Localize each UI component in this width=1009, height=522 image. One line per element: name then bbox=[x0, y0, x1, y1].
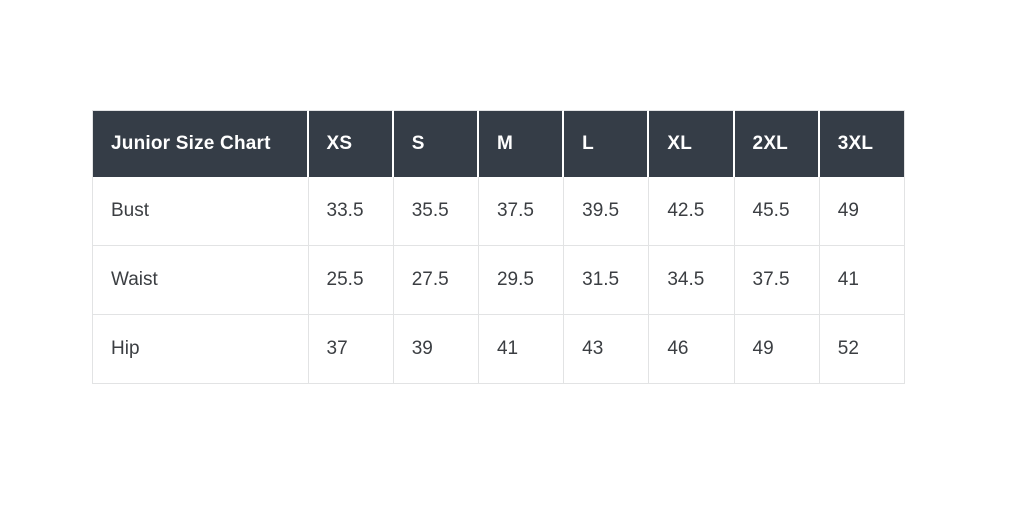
junior-size-chart-table: Junior Size Chart XS S M L XL 2XL 3XL Bust 33.5… bbox=[92, 110, 905, 384]
table-row: Waist 25.5 27.5 29.5 31.5 34.5 37.5 41 bbox=[92, 246, 905, 315]
table-row: Hip 37 39 41 43 46 49 52 bbox=[92, 315, 905, 384]
cell-bust-l: 39.5 bbox=[564, 177, 650, 246]
cell-waist-xl: 34.5 bbox=[649, 246, 735, 315]
cell-hip-3xl: 52 bbox=[819, 315, 905, 384]
cell-hip-l: 43 bbox=[564, 315, 650, 384]
row-label-bust: Bust bbox=[92, 177, 309, 246]
column-header-xs: XS bbox=[308, 110, 394, 177]
cell-waist-s: 27.5 bbox=[393, 246, 479, 315]
table-header: Junior Size Chart XS S M L XL 2XL 3XL bbox=[92, 110, 905, 177]
cell-waist-m: 29.5 bbox=[478, 246, 565, 315]
column-header-l: L bbox=[564, 110, 650, 177]
cell-bust-2xl: 45.5 bbox=[734, 177, 820, 246]
header-row: Junior Size Chart XS S M L XL 2XL 3XL bbox=[92, 110, 905, 177]
table-row: Bust 33.5 35.5 37.5 39.5 42.5 45.5 49 bbox=[92, 177, 905, 246]
cell-hip-xs: 37 bbox=[308, 315, 394, 384]
cell-hip-xl: 46 bbox=[649, 315, 735, 384]
column-header-2xl: 2XL bbox=[734, 110, 820, 177]
cell-bust-s: 35.5 bbox=[393, 177, 479, 246]
column-header-s: S bbox=[393, 110, 479, 177]
cell-bust-xs: 33.5 bbox=[308, 177, 394, 246]
table-title: Junior Size Chart bbox=[92, 110, 309, 177]
cell-hip-2xl: 49 bbox=[734, 315, 820, 384]
column-header-3xl: 3XL bbox=[819, 110, 905, 177]
cell-bust-3xl: 49 bbox=[819, 177, 905, 246]
cell-waist-3xl: 41 bbox=[819, 246, 905, 315]
cell-waist-2xl: 37.5 bbox=[734, 246, 820, 315]
row-label-hip: Hip bbox=[92, 315, 309, 384]
row-label-waist: Waist bbox=[92, 246, 309, 315]
column-header-xl: XL bbox=[649, 110, 735, 177]
cell-hip-s: 39 bbox=[393, 315, 479, 384]
cell-bust-xl: 42.5 bbox=[649, 177, 735, 246]
cell-bust-m: 37.5 bbox=[478, 177, 565, 246]
cell-waist-l: 31.5 bbox=[564, 246, 650, 315]
cell-waist-xs: 25.5 bbox=[308, 246, 394, 315]
column-header-m: M bbox=[478, 110, 565, 177]
table-body: Bust 33.5 35.5 37.5 39.5 42.5 45.5 49 Waist 25.5 2… bbox=[92, 177, 905, 384]
cell-hip-m: 41 bbox=[478, 315, 565, 384]
